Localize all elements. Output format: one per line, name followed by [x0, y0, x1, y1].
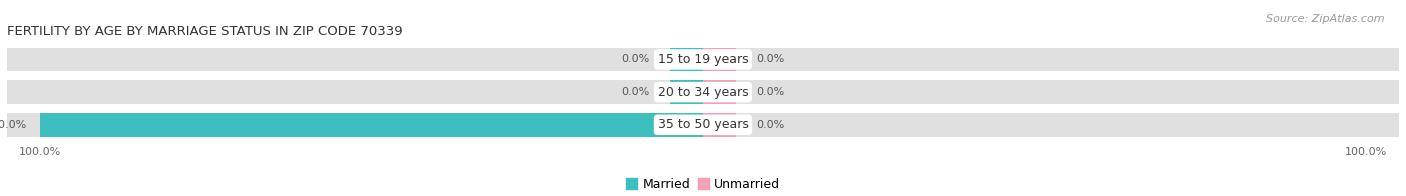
Bar [703, 80, 1399, 104]
Text: 0.0%: 0.0% [621, 87, 650, 97]
Text: FERTILITY BY AGE BY MARRIAGE STATUS IN ZIP CODE 70339: FERTILITY BY AGE BY MARRIAGE STATUS IN Z… [7, 25, 402, 38]
Bar [669, 113, 703, 137]
Bar [703, 48, 1399, 71]
Legend: Married, Unmarried: Married, Unmarried [621, 173, 785, 196]
Text: 0.0%: 0.0% [756, 87, 785, 97]
Bar [669, 48, 703, 71]
Text: Source: ZipAtlas.com: Source: ZipAtlas.com [1267, 14, 1385, 24]
Bar [703, 113, 737, 137]
Text: 0.0%: 0.0% [756, 120, 785, 130]
Text: 100.0%: 100.0% [0, 120, 27, 130]
Text: 0.0%: 0.0% [621, 54, 650, 64]
Bar [669, 80, 703, 104]
Text: 0.0%: 0.0% [756, 54, 785, 64]
Bar [7, 113, 703, 137]
Text: 35 to 50 years: 35 to 50 years [658, 118, 748, 131]
Bar [7, 80, 703, 104]
Bar [41, 113, 703, 137]
Bar [703, 48, 737, 71]
Text: 20 to 34 years: 20 to 34 years [658, 86, 748, 99]
Text: 15 to 19 years: 15 to 19 years [658, 53, 748, 66]
Bar [703, 113, 1399, 137]
Bar [7, 48, 703, 71]
Bar [703, 80, 737, 104]
